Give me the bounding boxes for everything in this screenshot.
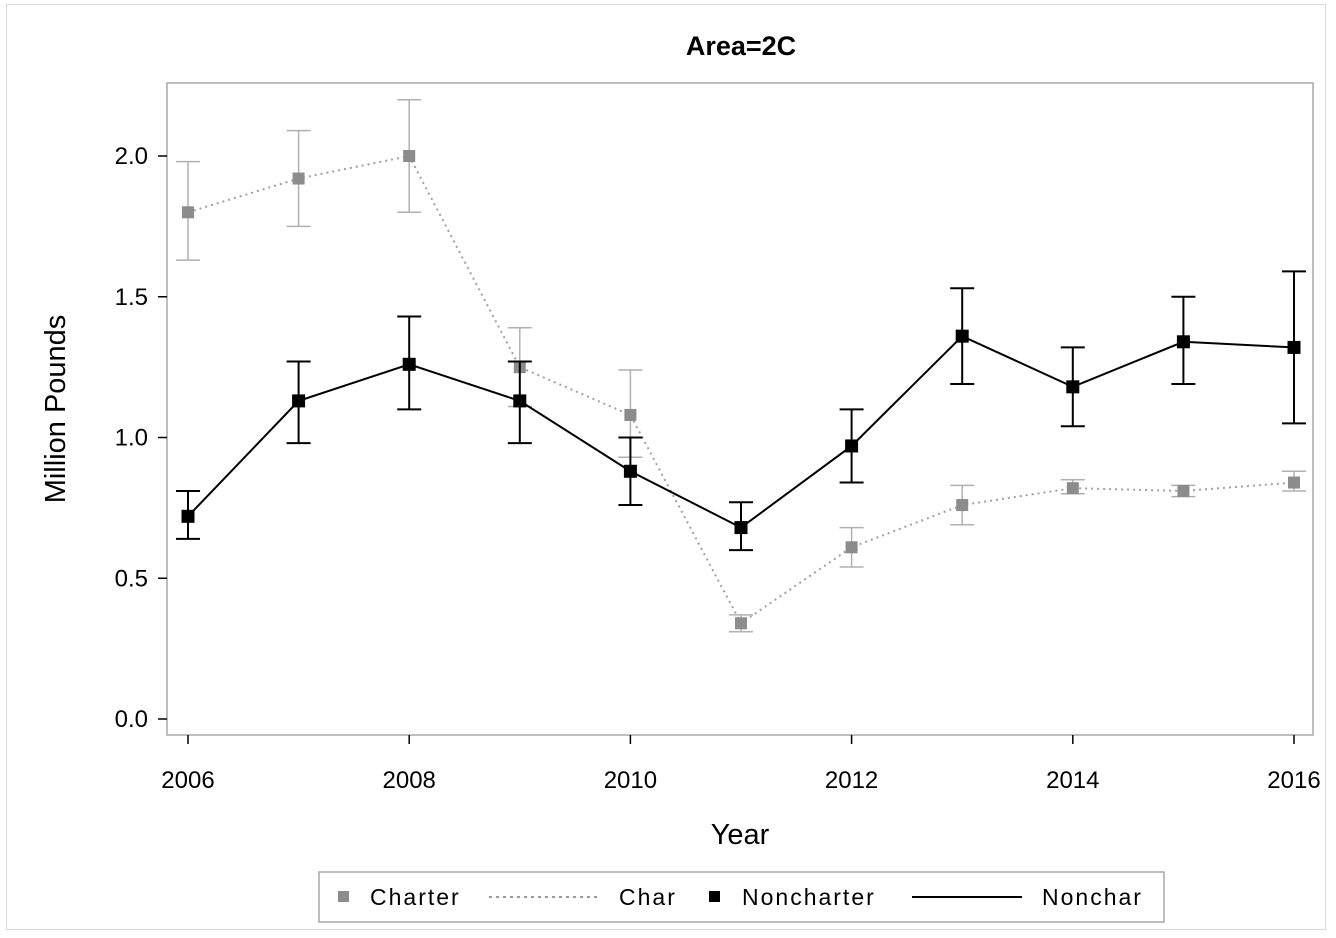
y-tick-label: 2.0: [115, 143, 148, 170]
y-tick-label: 1.5: [115, 284, 148, 311]
x-tick-label: 2014: [1046, 767, 1099, 794]
x-tick-label: 2010: [604, 767, 657, 794]
data-point-noncharter: [1066, 380, 1080, 394]
series-line-noncharter: [187, 334, 1295, 529]
data-point-noncharter: [181, 509, 195, 523]
legend-label-nonchar: Nonchar: [1042, 884, 1143, 910]
x-tick-label: 2006: [161, 767, 214, 794]
y-tick-label: 0.5: [115, 565, 148, 592]
legend-box: [318, 871, 1165, 923]
x-tick-label: 2008: [383, 767, 436, 794]
x-tick-label: 2012: [825, 767, 878, 794]
data-point-noncharter: [1176, 335, 1190, 349]
plot-marks: [176, 98, 1306, 633]
y-tick-label: 0.0: [115, 706, 148, 733]
series-noncharter: [176, 270, 1306, 552]
data-point-noncharter: [513, 394, 527, 408]
x-tick-label: 2016: [1267, 767, 1320, 794]
data-point-charter: [403, 150, 416, 162]
y-axis: 0.0 0.5 1.0 1.5 2.0: [115, 143, 167, 733]
legend-label-char: Char: [619, 884, 677, 910]
data-point-charter: [1177, 484, 1190, 497]
legend-marker-charter: [338, 891, 349, 902]
data-point-charter: [624, 408, 637, 421]
y-tick-label: 1.0: [115, 425, 148, 452]
y-axis-label: Million Pounds: [40, 315, 72, 504]
data-point-charter: [735, 617, 747, 630]
legend-marker-noncharter: [709, 891, 720, 902]
x-axis: 2006 2008 2010 2012 2014 2016: [161, 735, 1321, 794]
data-point-charter: [1288, 476, 1300, 489]
series-line-charter: [187, 154, 1295, 625]
plot-area: [166, 82, 1314, 736]
legend: Charter Char Noncharter Nonchar: [318, 871, 1165, 923]
data-point-noncharter: [292, 394, 306, 408]
legend-label-noncharter: Noncharter: [742, 884, 876, 910]
chart-frame: [6, 4, 1326, 930]
data-point-charter: [956, 499, 969, 512]
data-point-charter: [182, 206, 194, 219]
data-point-noncharter: [623, 464, 637, 478]
data-point-noncharter: [734, 521, 748, 535]
data-point-noncharter: [1287, 340, 1301, 354]
data-point-noncharter: [955, 329, 969, 343]
data-point-charter: [292, 172, 305, 185]
x-axis-label: Year: [711, 819, 770, 851]
chart-title: Area=2C: [686, 31, 796, 61]
series-charter: [176, 98, 1306, 633]
data-point-charter: [1066, 482, 1079, 495]
legend-label-charter: Charter: [370, 884, 461, 910]
data-point-noncharter: [402, 357, 416, 371]
data-point-noncharter: [845, 439, 859, 453]
data-point-charter: [845, 541, 858, 554]
